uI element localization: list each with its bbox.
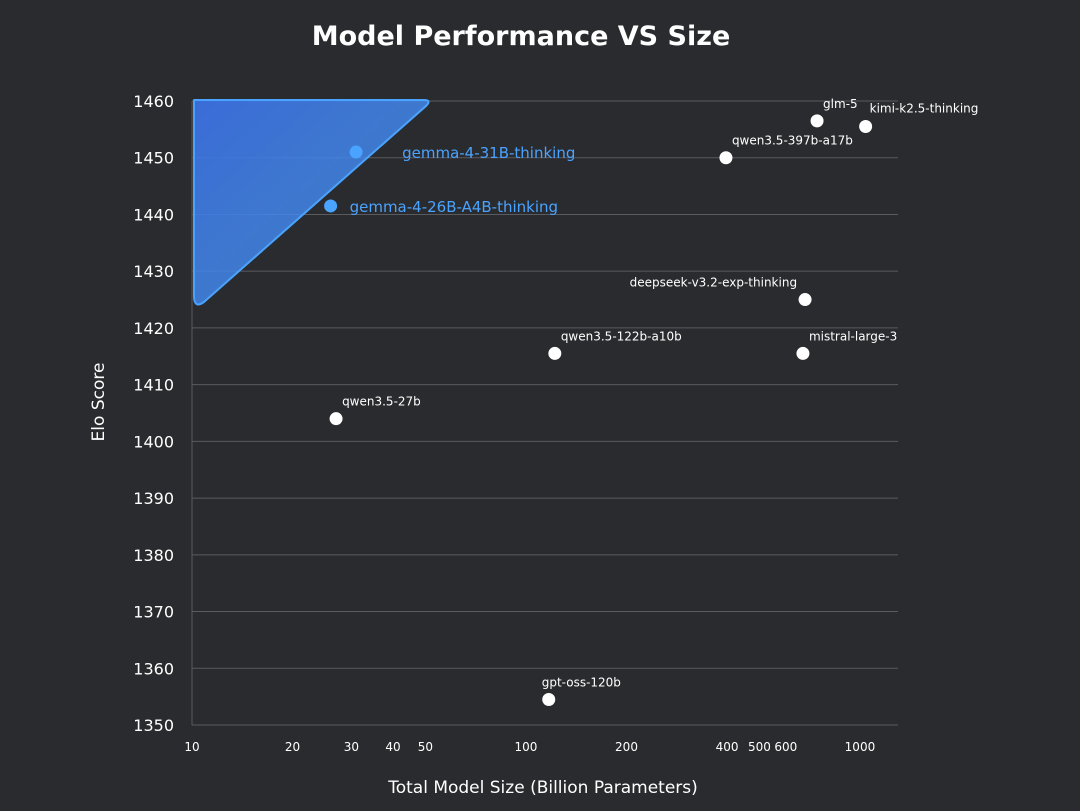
x-tick-label-10: 10 — [184, 740, 199, 754]
x-tick-label-400: 400 — [716, 740, 739, 754]
point-label-gemma-4-26b-a4b-thinking: gemma-4-26B-A4B-thinking — [350, 198, 558, 216]
y-tick-label-1380: 1380 — [133, 546, 174, 565]
point-deepseek-v3-2-exp-thinking — [798, 293, 812, 307]
data-points: gemma-4-31B-thinking gemma-4-26B-A4B-thin… — [324, 97, 978, 706]
y-axis-ticks: 1350 1360 1370 1380 1390 1400 1410 1420 1430 1440… — [133, 92, 174, 735]
y-tick-label-1430: 1430 — [133, 262, 174, 281]
point-label-qwen3-5-27b: qwen3.5-27b — [342, 395, 421, 409]
x-tick-label-500: 500 — [748, 740, 771, 754]
y-tick-label-1390: 1390 — [133, 489, 174, 508]
point-gemma-4-26b-a4b-thinking — [324, 199, 338, 213]
point-gemma-4-31b-thinking — [349, 145, 363, 159]
y-tick-label-1460: 1460 — [133, 92, 174, 111]
y-tick-label-1410: 1410 — [133, 376, 174, 395]
point-label-gpt-oss-120b: gpt-oss-120b — [542, 675, 621, 689]
x-tick-label-1000: 1000 — [845, 740, 876, 754]
point-label-glm-5: glm-5 — [823, 97, 858, 111]
point-gpt-oss-120b — [542, 692, 556, 706]
y-tick-label-1400: 1400 — [133, 432, 174, 451]
x-axis-label: Total Model Size (Billion Parameters) — [387, 778, 698, 798]
y-axis-label: Elo Score — [89, 363, 109, 442]
x-tick-label-100: 100 — [515, 740, 538, 754]
point-label-kimi-k2-5-thinking: kimi-k2.5-thinking — [870, 102, 979, 116]
y-tick-label-1450: 1450 — [133, 149, 174, 168]
x-tick-label-50: 50 — [418, 740, 433, 754]
y-tick-label-1350: 1350 — [133, 716, 174, 735]
point-kimi-k2-5-thinking — [859, 120, 873, 134]
x-tick-label-200: 200 — [615, 740, 638, 754]
point-mistral-large-3 — [796, 346, 810, 360]
x-tick-label-600: 600 — [774, 740, 797, 754]
point-qwen3-5-397b-a17b — [719, 151, 733, 165]
point-glm-5 — [810, 114, 824, 128]
chart-title: Model Performance VS Size — [312, 21, 731, 52]
x-tick-label-40: 40 — [385, 740, 400, 754]
x-tick-label-20: 20 — [285, 740, 300, 754]
point-label-mistral-large-3: mistral-large-3 — [809, 329, 897, 343]
y-tick-label-1420: 1420 — [133, 319, 174, 338]
highlight-region — [193, 99, 430, 306]
point-label-gemma-4-31b-thinking: gemma-4-31B-thinking — [402, 144, 575, 162]
point-label-qwen3-5-122b-a10b: qwen3.5-122b-a10b — [561, 329, 682, 343]
region-layer — [193, 99, 430, 306]
point-label-qwen3-5-397b-a17b: qwen3.5-397b-a17b — [732, 134, 853, 148]
y-tick-label-1440: 1440 — [133, 205, 174, 224]
point-label-deepseek-v3-2-exp-thinking: deepseek-v3.2-exp-thinking — [630, 276, 797, 290]
y-tick-label-1360: 1360 — [133, 659, 174, 678]
x-tick-label-30: 30 — [344, 740, 359, 754]
point-qwen3-5-122b-a10b — [548, 346, 562, 360]
point-qwen3-5-27b — [329, 412, 343, 426]
x-axis-ticks: 10 20 30 40 50 100 200 400 500 600 1000 — [184, 740, 875, 754]
y-tick-label-1370: 1370 — [133, 603, 174, 622]
